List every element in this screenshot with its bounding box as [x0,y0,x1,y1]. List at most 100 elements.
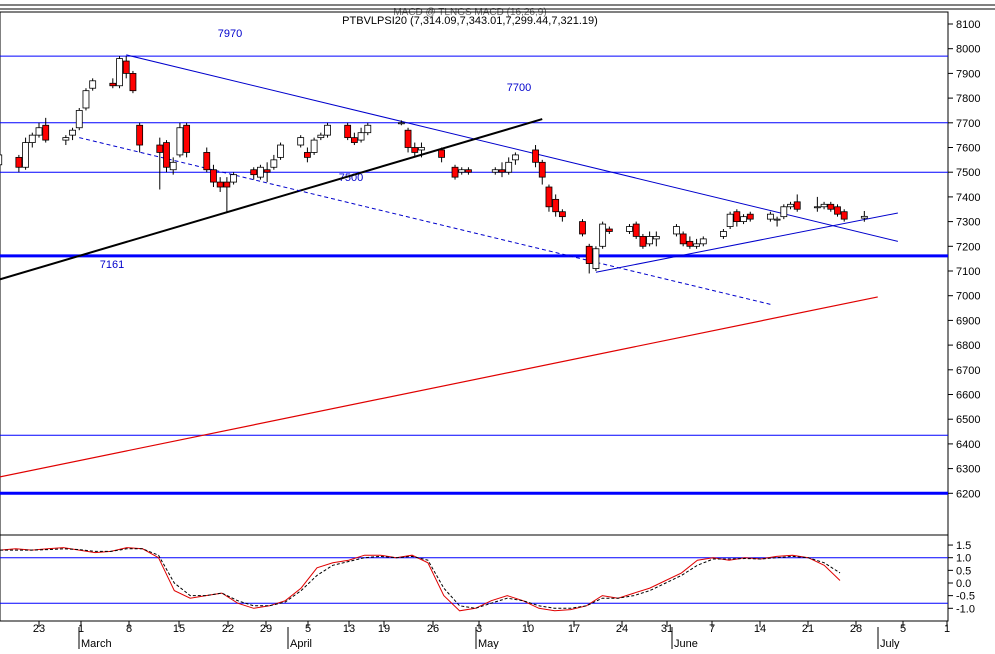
price-y-tick-label: 7000 [956,291,980,303]
x-tick-label: 7 [709,623,715,635]
candle-body [605,228,613,232]
candle-body [15,156,23,168]
candle-body [592,248,600,269]
candle-body [404,129,412,148]
candle-body [250,169,258,176]
x-tick-label: 23 [33,623,45,635]
candle-body [813,206,821,209]
price-y-tick-label: 6700 [956,365,980,377]
candle-body [35,127,43,136]
candle-body [438,149,446,158]
candle-body [257,166,264,178]
x-tick-label: 19 [378,623,390,635]
candle-body [109,82,117,87]
price-y-tick-label: 6900 [956,315,980,327]
candle-body [673,226,680,235]
candle-body [82,90,90,109]
candle-body [136,124,144,146]
x-tick-label: 24 [616,623,628,635]
candle-body [652,236,660,240]
x-tick-label: 14 [754,623,766,635]
candle-body [793,201,801,210]
candle-body [579,221,586,235]
x-tick-label: 17 [568,623,580,635]
candle-body [840,211,848,220]
candle-body [726,213,734,227]
candle-body [552,198,560,213]
trend-line [595,212,898,273]
candle-body [210,169,217,183]
candle-body [116,58,123,87]
legend-text: PTBVLPSI20 (7,314.09,7,343.01,7,299.44,7… [342,15,598,27]
price-y-tick-label: 7600 [956,143,980,155]
candle-body [230,174,237,183]
month-label: May [478,638,499,649]
candle-body [639,236,647,247]
candle-body [465,169,472,173]
candle-body [75,110,83,129]
axes: 8100 8000 7900 7800 7700 7600 7500 7400 7300 7200… [33,19,981,650]
candle-body [834,206,841,215]
candle-body [397,122,405,125]
candle-body [303,152,311,158]
candle-body [324,124,331,136]
candle-body [746,213,754,220]
price-y-tick-label: 7800 [956,93,980,105]
osc-y-tick-label: -1.0 [956,603,975,615]
candle-body [720,231,727,237]
candle-body [357,132,365,141]
candle-body [773,218,781,221]
candle-body [632,223,640,237]
osc-y-tick-label: 1.5 [956,540,971,552]
x-tick-label: 1 [944,623,950,635]
osc-y-tick-label: 0.5 [956,565,971,577]
candle-body [766,213,774,220]
candle-body [458,169,466,173]
candle-body [350,137,358,143]
price-y-tick-label: 6200 [956,488,980,500]
x-tick-label: 21 [802,623,814,635]
stochastic-k-line [0,547,841,612]
osc-y-tick-label: 0.0 [956,578,971,590]
candle-body [216,181,224,188]
x-tick-label: 8 [126,623,132,635]
trend-line [126,54,898,242]
x-tick-label: 31 [661,623,673,635]
candle-body [223,181,231,188]
level-annotation: 7970 [218,28,242,40]
candle-body [451,166,459,178]
month-label: March [81,638,112,649]
candle-body [277,144,284,158]
candle-body [176,127,184,156]
price-y-tick-label: 6300 [956,464,980,476]
price-y-tick-label: 8000 [956,44,980,56]
price-y-tick-label: 6600 [956,390,980,402]
level-annotation: 7500 [339,172,363,184]
candle-body [411,147,419,153]
candle-body [545,186,553,208]
candle-body [733,211,741,223]
candle-body [297,137,305,146]
x-tick-label: 26 [427,623,439,635]
candle-body [780,206,788,218]
price-y-tick-label: 7200 [956,241,980,253]
candle-body [820,203,828,208]
candle-body [740,216,747,223]
x-tick-label: 28 [850,623,862,635]
candle-body [270,159,278,168]
month-label: April [290,638,312,649]
stochastic-d-line [0,548,841,609]
stochastic-panel [0,547,948,612]
candle-body [679,233,687,245]
candle-body [122,60,130,74]
osc-y-tick-label: -0.5 [956,591,975,603]
candle-body [203,152,211,171]
candle-body [22,142,29,168]
price-y-tick-label: 7900 [956,68,980,80]
price-panel-frame [0,11,949,536]
candle-body [89,80,97,89]
price-y-tick-label: 7500 [956,167,980,179]
candle-body [827,203,835,210]
month-label: July [880,638,900,649]
